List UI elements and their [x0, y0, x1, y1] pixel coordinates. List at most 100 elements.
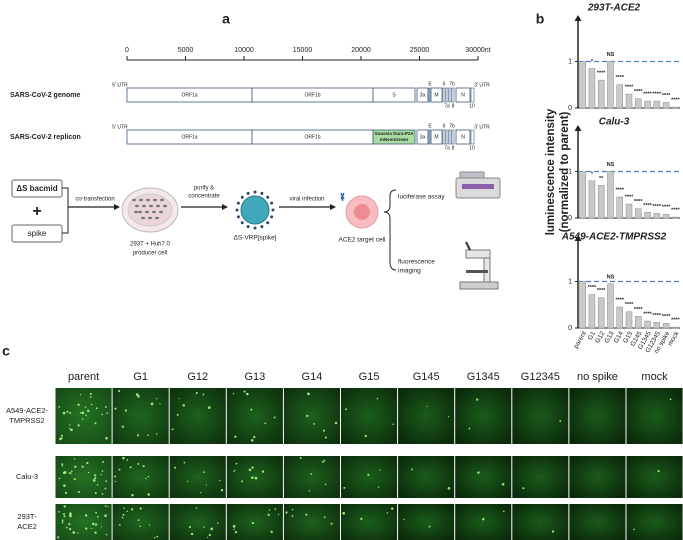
virus-spike — [253, 226, 257, 230]
column-header: G15 — [359, 371, 380, 383]
fluorescent-cell — [114, 475, 117, 478]
significance-label: NS — [607, 52, 615, 58]
step-label: ΔS-VRP[spike] — [234, 235, 277, 242]
fluorescent-cell — [321, 460, 324, 463]
column-header: G1345 — [467, 371, 500, 383]
y-tick-label: 1 — [568, 278, 572, 285]
column-header: G13 — [244, 371, 265, 383]
fluorescent-cell — [61, 463, 64, 466]
fluorescent-cell — [503, 510, 505, 513]
cell-dot — [139, 198, 143, 202]
fluorescent-cell — [94, 531, 97, 534]
utr-label: 3' UTR — [474, 82, 490, 88]
gene-label: 7a — [444, 145, 450, 151]
fluorescent-cell — [61, 519, 64, 522]
fluorescent-cell — [85, 414, 87, 417]
significance-label: ** — [599, 176, 604, 182]
fluorescent-cell — [305, 513, 308, 516]
axis-arrow — [574, 235, 582, 241]
fluorescent-cell — [74, 465, 77, 468]
fluorescent-cell — [58, 511, 60, 513]
fluorescent-cell — [62, 513, 65, 516]
significance-label: **** — [625, 195, 634, 201]
arrow-head — [114, 204, 120, 210]
micrograph — [626, 388, 683, 444]
bar — [579, 171, 586, 219]
fluorescent-cell — [100, 474, 102, 476]
bar — [607, 171, 614, 219]
step-label: viral infection — [289, 197, 324, 203]
bar — [644, 212, 651, 219]
fluorescent-cell — [87, 471, 90, 474]
bracket — [62, 187, 69, 234]
step-label: 293T + Huh7.0 — [130, 242, 170, 248]
column-header: G145 — [413, 371, 440, 383]
fluorescent-cell — [261, 470, 265, 473]
fluorescent-cell — [299, 457, 302, 459]
bar — [662, 323, 670, 329]
fluorescent-cell — [219, 479, 221, 482]
bacmid-label: ΔS bacmid — [16, 184, 57, 193]
y-tick-label: 0 — [568, 325, 572, 332]
fluorescent-cell — [105, 480, 108, 483]
fluorescent-cell — [188, 526, 192, 529]
fluorescent-cell — [210, 527, 214, 531]
fluorescent-cell — [122, 456, 125, 460]
gene-label: 3a — [420, 92, 426, 98]
fluorescent-cell — [291, 514, 294, 517]
gene-label: S — [392, 92, 396, 98]
gene-box — [448, 129, 452, 145]
fluorescent-cell — [171, 428, 174, 431]
fluorescent-cell — [145, 477, 147, 480]
micrograph — [169, 504, 226, 540]
column-header: G1 — [133, 371, 148, 383]
fluorescent-cell — [551, 530, 555, 533]
gene-label: 3a — [420, 134, 426, 140]
microscope-head — [465, 249, 491, 259]
fluorescent-cell — [79, 394, 82, 396]
fluorescent-cell — [633, 528, 635, 531]
fluorescent-cell — [426, 405, 428, 407]
micrograph — [512, 456, 569, 498]
significance-label: **** — [625, 85, 634, 91]
bar — [644, 100, 651, 109]
bar — [662, 102, 670, 109]
bar — [607, 61, 614, 109]
micrograph — [169, 388, 226, 444]
significance-label: **** — [625, 302, 634, 308]
cell-dot — [134, 210, 138, 214]
gene-box — [445, 87, 449, 103]
fluorescent-cell — [94, 477, 97, 480]
fluorescent-cell — [66, 410, 69, 413]
fluorescent-cell — [124, 409, 128, 412]
fluorescent-cell — [64, 491, 68, 495]
fluorescent-cell — [104, 514, 107, 518]
assay-label: fluorescence — [398, 259, 435, 266]
fluorescent-cell — [62, 521, 64, 523]
micrograph-glow — [341, 504, 398, 540]
fluorescent-cell — [264, 422, 267, 425]
fluorescent-cell — [334, 421, 338, 425]
fluorescent-cell — [70, 428, 73, 432]
row-label: SARS-CoV-2 genome — [10, 92, 81, 99]
micrograph-glow — [112, 456, 169, 498]
micrograph — [283, 388, 340, 444]
bar — [597, 297, 605, 329]
fluorescent-cell — [81, 411, 85, 415]
virus-spike — [266, 195, 270, 199]
fluorescent-cell — [86, 461, 89, 465]
gene-box — [416, 129, 429, 145]
gene-label: N — [461, 134, 465, 140]
fluorescent-cell — [126, 510, 128, 513]
fluorescent-cell — [94, 422, 97, 425]
fluorescent-cell — [122, 513, 125, 516]
fluorescent-cell — [101, 470, 104, 472]
step-label: concentrate — [188, 194, 220, 200]
fluorescent-cell — [411, 468, 413, 471]
micrograph — [512, 504, 569, 540]
fluorescent-cell — [129, 466, 132, 469]
micrograph-glow — [283, 456, 340, 498]
fluorescent-cell — [205, 484, 207, 486]
cell-dot — [159, 210, 163, 214]
